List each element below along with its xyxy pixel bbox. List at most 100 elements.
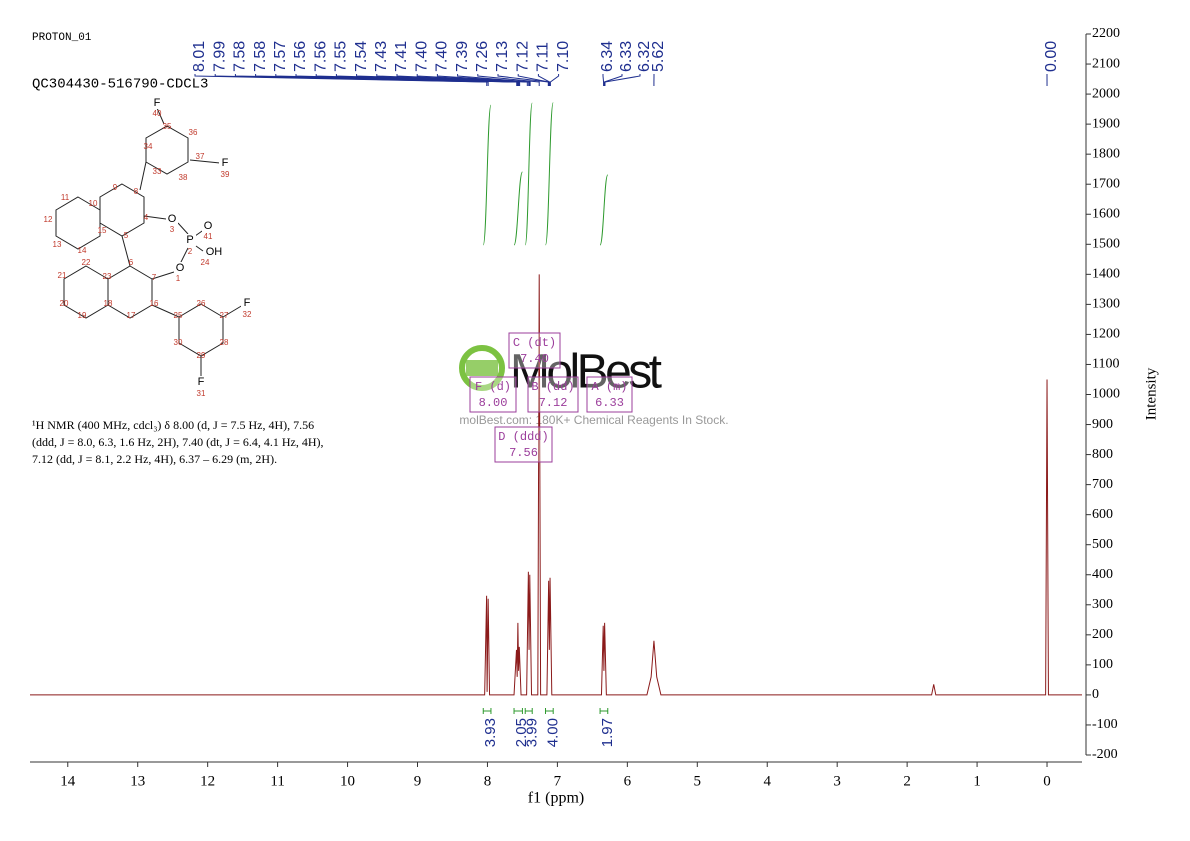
atom-number: 34 bbox=[144, 142, 153, 151]
multiplet-shift: 7.12 bbox=[539, 396, 568, 410]
bond bbox=[151, 271, 175, 280]
x-tick-label: 11 bbox=[270, 773, 284, 789]
x-tick-label: 12 bbox=[200, 773, 215, 789]
atom-symbol: O bbox=[168, 213, 177, 225]
multiplet-name: A (m) bbox=[591, 380, 627, 394]
x-tick-label: 6 bbox=[624, 773, 632, 789]
atom-backdrop bbox=[219, 157, 231, 169]
experiment-name: PROTON_01 bbox=[32, 32, 92, 44]
peak-label: 7.57 bbox=[272, 41, 289, 72]
y-tick-label: 1900 bbox=[1092, 116, 1120, 131]
y-tick-label: 600 bbox=[1092, 507, 1113, 522]
integral-label: 3.93 bbox=[482, 718, 499, 747]
atom-number: 13 bbox=[53, 240, 62, 249]
atom-symbol: P bbox=[186, 234, 193, 246]
peak-label: 7.55 bbox=[333, 41, 350, 72]
integral-curve bbox=[524, 102, 533, 246]
atom-number: 36 bbox=[189, 128, 198, 137]
peak-label: 0.00 bbox=[1043, 41, 1060, 72]
atom-number: 14 bbox=[78, 246, 87, 255]
atom-number: 25 bbox=[174, 311, 183, 320]
y-tick-label: 2100 bbox=[1092, 56, 1120, 71]
integral-bracket bbox=[482, 708, 492, 714]
multiplet-box bbox=[586, 376, 633, 413]
atom-number: 31 bbox=[197, 389, 206, 398]
atom-number: 10 bbox=[89, 199, 98, 208]
watermark-brand: MolBest bbox=[510, 346, 662, 399]
atom-number: 12 bbox=[44, 215, 53, 224]
integral-bracket bbox=[545, 708, 554, 714]
ring bbox=[145, 125, 189, 175]
atom-number: 35 bbox=[163, 122, 172, 131]
atom-number: 17 bbox=[127, 311, 136, 320]
atom-number: 16 bbox=[150, 299, 159, 308]
y-tick-label: 300 bbox=[1092, 597, 1113, 612]
y-tick-label: 100 bbox=[1092, 657, 1113, 672]
sample-name: QC304430-516790-CDCL3 bbox=[32, 77, 208, 93]
multiplet-box bbox=[494, 426, 553, 463]
peak-label: 7.56 bbox=[312, 41, 329, 72]
peak-label: 7.40 bbox=[413, 41, 430, 72]
atom-symbol: O bbox=[204, 220, 213, 232]
peak-label: 7.56 bbox=[292, 41, 309, 72]
y-tick-label: 500 bbox=[1092, 537, 1113, 552]
multiplet-box bbox=[508, 332, 561, 369]
peak-label: 6.32 bbox=[636, 41, 653, 72]
peak-label: 7.26 bbox=[474, 41, 491, 72]
atom-number: 3 bbox=[170, 225, 175, 234]
integral-bracket bbox=[524, 708, 533, 714]
y-tick-label: 1500 bbox=[1092, 237, 1120, 252]
bond bbox=[121, 235, 131, 267]
peak-label: 7.99 bbox=[211, 41, 228, 72]
watermark-tagline: molBest.com: 180K+ Chemical Reagents In … bbox=[459, 413, 728, 427]
atom-number: 27 bbox=[220, 311, 229, 320]
atom-symbol: O bbox=[176, 262, 185, 274]
peak-leader bbox=[604, 74, 641, 86]
atom-number: 30 bbox=[174, 338, 183, 347]
atom-number: 38 bbox=[179, 173, 188, 182]
integral-curve bbox=[513, 171, 523, 246]
peak-label: 7.41 bbox=[393, 41, 410, 72]
atom-number: 11 bbox=[61, 193, 70, 202]
multiplet-name: F (d) bbox=[475, 380, 511, 394]
description-line: (ddd, J = 8.0, 6.3, 1.6 Hz, 2H), 7.40 (d… bbox=[32, 435, 324, 449]
y-tick-label: 1600 bbox=[1092, 206, 1120, 221]
bond bbox=[139, 161, 147, 191]
y-tick-label: 700 bbox=[1092, 477, 1113, 492]
y-tick-label: 0 bbox=[1092, 687, 1099, 702]
atom-backdrop bbox=[174, 262, 186, 274]
description: ¹H NMR (400 MHz, cdcl₃) δ 8.00 (d, J = 7… bbox=[32, 418, 324, 466]
y-tick-label: -100 bbox=[1092, 717, 1118, 732]
y-tick-label: 1200 bbox=[1092, 327, 1120, 342]
bond bbox=[151, 304, 180, 318]
y-tick-label: 200 bbox=[1092, 627, 1113, 642]
atom-symbol: F bbox=[154, 97, 161, 109]
y-tick-label: 2000 bbox=[1092, 86, 1120, 101]
atom-backdrop bbox=[241, 297, 253, 309]
integral-bracket bbox=[513, 708, 523, 714]
bond bbox=[189, 159, 221, 164]
atom-number: 23 bbox=[103, 272, 112, 281]
atom-number: 6 bbox=[129, 258, 134, 267]
atom-number: 32 bbox=[243, 310, 252, 319]
x-tick-label: 1 bbox=[973, 773, 981, 789]
atom-number: 4 bbox=[144, 213, 149, 222]
x-tick-label: 10 bbox=[340, 773, 355, 789]
watermark-logo bbox=[459, 345, 505, 391]
peak-label: 7.11 bbox=[535, 42, 552, 72]
atom-number: 22 bbox=[82, 258, 91, 267]
atom-number: 39 bbox=[221, 170, 230, 179]
watermark-logo bbox=[466, 360, 498, 376]
atom-number: 18 bbox=[104, 299, 113, 308]
structure-bonds bbox=[55, 107, 244, 376]
atom-symbol: OH bbox=[206, 246, 223, 258]
integral-curve bbox=[482, 104, 492, 246]
x-tick-label: 2 bbox=[903, 773, 911, 789]
peak-label: 7.12 bbox=[514, 41, 531, 72]
peak-leader bbox=[356, 74, 521, 86]
peak-leader bbox=[477, 74, 540, 86]
integral-label: 1.97 bbox=[599, 718, 616, 747]
atom-number: 33 bbox=[153, 167, 162, 176]
y-tick-label: 2200 bbox=[1092, 26, 1120, 41]
